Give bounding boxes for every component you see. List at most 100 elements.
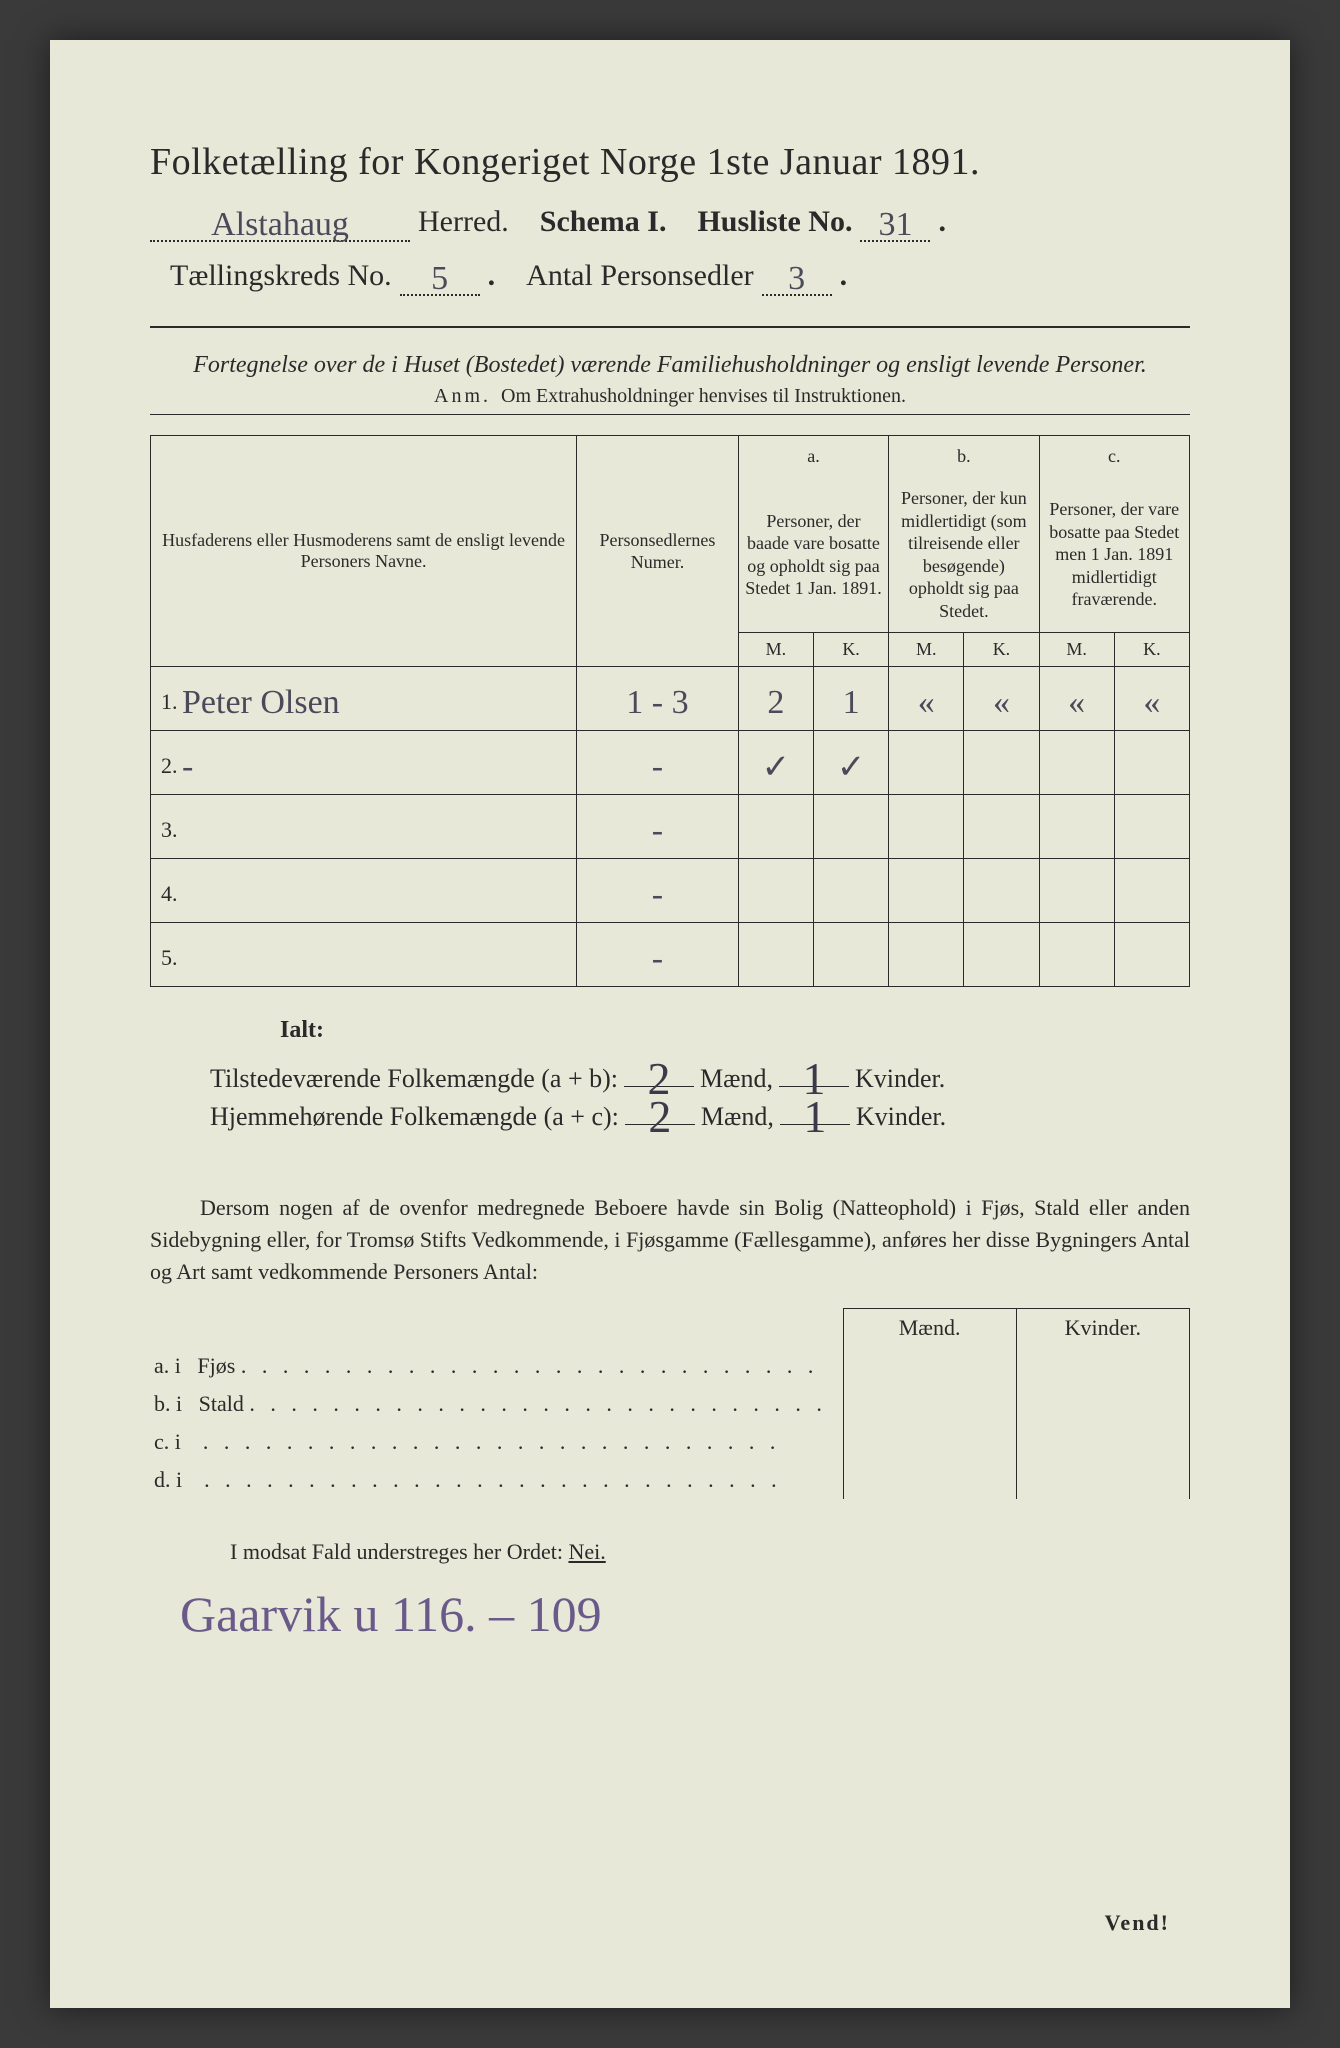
table-cell xyxy=(1114,795,1189,859)
table-cell xyxy=(889,859,964,923)
nei-line: I modsat Fald understreges her Ordet: Ne… xyxy=(150,1539,1190,1565)
table-cell xyxy=(964,923,1039,987)
lower-kvinder-cell xyxy=(1016,1423,1189,1461)
table-cell xyxy=(1039,795,1114,859)
table-cell xyxy=(813,859,888,923)
kreds-label: Tællingskreds No. xyxy=(170,259,392,293)
table-cell xyxy=(738,795,813,859)
col-a-header: Personer, der baade vare bosatte og opho… xyxy=(738,477,888,633)
lower-label-cell: b. i Stald . . . . . . . . . . . . . . .… xyxy=(150,1385,843,1423)
table-cell: 3. xyxy=(151,795,577,859)
table-cell xyxy=(1039,923,1114,987)
lower-kvinder-header: Kvinder. xyxy=(1016,1308,1189,1347)
col1-header: Husfaderens eller Husmoderens samt de en… xyxy=(151,436,577,667)
schema-label: Schema I. xyxy=(540,205,667,239)
mk-header: K. xyxy=(1114,633,1189,667)
lower-label-cell: c. i . . . . . . . . . . . . . . . . . .… xyxy=(150,1423,843,1461)
table-cell: « xyxy=(1039,667,1114,731)
subtitle-1: Fortegnelse over de i Huset (Bostedet) v… xyxy=(150,352,1190,379)
herred-value: Alstahaug xyxy=(211,206,349,243)
table-cell xyxy=(813,923,888,987)
personsedler-no: 3 xyxy=(788,260,805,297)
lower-maend-cell xyxy=(843,1461,1016,1499)
husliste-label: Husliste No. xyxy=(697,205,852,239)
table-cell xyxy=(1114,859,1189,923)
table-cell: 2. - xyxy=(151,731,577,795)
col-a-letter: a. xyxy=(738,436,888,478)
resident-k: 1 xyxy=(803,1090,826,1143)
herred-label: Herred. xyxy=(418,205,509,239)
lower-row: a. i Fjøs . . . . . . . . . . . . . . . … xyxy=(150,1347,1190,1385)
col-b-header: Personer, der kun midlertidigt (som tilr… xyxy=(889,477,1039,633)
table-cell xyxy=(738,859,813,923)
subtitle-2: Anm. Om Extrahusholdninger henvises til … xyxy=(150,385,1190,408)
census-form-page: Folketælling for Kongeriget Norge 1ste J… xyxy=(50,40,1290,2008)
resident-m: 2 xyxy=(648,1090,671,1143)
table-cell xyxy=(889,731,964,795)
col-c-header: Personer, der vare bosatte paa Stedet me… xyxy=(1039,477,1189,633)
table-cell xyxy=(1114,731,1189,795)
divider-1 xyxy=(150,326,1190,328)
lower-maend-header: Mænd. xyxy=(843,1308,1016,1347)
table-cell xyxy=(964,795,1039,859)
lower-maend-cell xyxy=(843,1423,1016,1461)
table-cell: - xyxy=(577,859,739,923)
table-cell: 1 xyxy=(813,667,888,731)
lower-row: b. i Stald . . . . . . . . . . . . . . .… xyxy=(150,1385,1190,1423)
personsedler-label: Antal Personsedler xyxy=(526,259,753,293)
table-cell: ✓ xyxy=(813,731,888,795)
page-title: Folketælling for Kongeriget Norge 1ste J… xyxy=(150,140,1190,184)
header-line-2: Alstahaug Herred. Schema I. Husliste No.… xyxy=(150,202,1190,242)
lower-maend-cell xyxy=(843,1385,1016,1423)
lower-label-cell: a. i Fjøs . . . . . . . . . . . . . . . … xyxy=(150,1347,843,1385)
table-cell: « xyxy=(889,667,964,731)
lower-row: d. i . . . . . . . . . . . . . . . . . .… xyxy=(150,1461,1190,1499)
lower-label-cell: d. i . . . . . . . . . . . . . . . . . .… xyxy=(150,1461,843,1499)
mk-header: M. xyxy=(1039,633,1114,667)
table-cell: ✓ xyxy=(738,731,813,795)
present-line: Tilstedeværende Folkemængde (a + b): 2 M… xyxy=(210,1064,1190,1094)
mk-header: K. xyxy=(964,633,1039,667)
table-cell xyxy=(889,923,964,987)
table-cell: 2 xyxy=(738,667,813,731)
table-cell xyxy=(964,859,1039,923)
header-line-3: Tællingskreds No. 5 . Antal Personsedler… xyxy=(150,256,1190,296)
table-cell xyxy=(964,731,1039,795)
table-cell: - xyxy=(577,731,739,795)
table-cell xyxy=(1114,923,1189,987)
table-cell xyxy=(1039,859,1114,923)
ialt-label: Ialt: xyxy=(280,1017,1190,1044)
lower-row: c. i . . . . . . . . . . . . . . . . . .… xyxy=(150,1423,1190,1461)
vend-label: Vend! xyxy=(1105,1910,1170,1936)
table-cell xyxy=(738,923,813,987)
table-cell: 5. xyxy=(151,923,577,987)
resident-line: Hjemmehørende Folkemængde (a + c): 2 Mæn… xyxy=(210,1102,1190,1132)
table-cell xyxy=(889,795,964,859)
lower-kvinder-cell xyxy=(1016,1461,1189,1499)
table-row: 2. --✓✓ xyxy=(151,731,1190,795)
lower-maend-cell xyxy=(843,1347,1016,1385)
lower-table: Mænd. Kvinder. a. i Fjøs . . . . . . . .… xyxy=(150,1308,1190,1499)
side-building-paragraph: Dersom nogen af de ovenfor medregnede Be… xyxy=(150,1192,1190,1288)
table-cell xyxy=(1039,731,1114,795)
table-cell: 4. xyxy=(151,859,577,923)
table-row: 3. - xyxy=(151,795,1190,859)
table-row: 1. Peter Olsen1 - 321«««« xyxy=(151,667,1190,731)
kreds-no: 5 xyxy=(431,260,448,297)
lower-kvinder-cell xyxy=(1016,1385,1189,1423)
lower-kvinder-cell xyxy=(1016,1347,1189,1385)
table-cell: - xyxy=(577,923,739,987)
mk-header: M. xyxy=(889,633,964,667)
table-row: 4. - xyxy=(151,859,1190,923)
table-cell: - xyxy=(577,795,739,859)
mk-header: K. xyxy=(813,633,888,667)
col-b-letter: b. xyxy=(889,436,1039,478)
main-table: Husfaderens eller Husmoderens samt de en… xyxy=(150,435,1190,987)
table-cell xyxy=(813,795,888,859)
table-row: 5. - xyxy=(151,923,1190,987)
table-cell: « xyxy=(1114,667,1189,731)
husliste-no: 31 xyxy=(878,206,912,243)
table-cell: « xyxy=(964,667,1039,731)
table-cell: 1 - 3 xyxy=(577,667,739,731)
mk-header: M. xyxy=(738,633,813,667)
